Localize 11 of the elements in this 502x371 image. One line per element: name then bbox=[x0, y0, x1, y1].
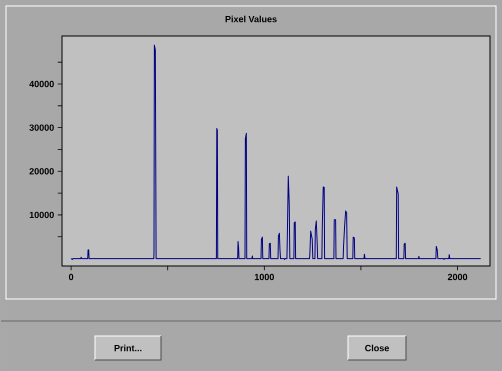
chart-title: Pixel Values bbox=[226, 16, 277, 22]
text: Close bbox=[365, 344, 389, 352]
y-tick-label: 10000 bbox=[30, 212, 54, 218]
x-tick-label: 2000 bbox=[448, 274, 468, 280]
x-tick-label: 0 bbox=[68, 274, 74, 280]
y-tick-label: 30000 bbox=[29, 124, 54, 131]
y-tick-label: 40000 bbox=[29, 80, 54, 88]
x-tick-label: 1000 bbox=[254, 274, 274, 280]
line-series bbox=[70, 44, 482, 260]
text: Print... bbox=[114, 344, 142, 352]
y-tick-label: 20000 bbox=[29, 168, 54, 174]
